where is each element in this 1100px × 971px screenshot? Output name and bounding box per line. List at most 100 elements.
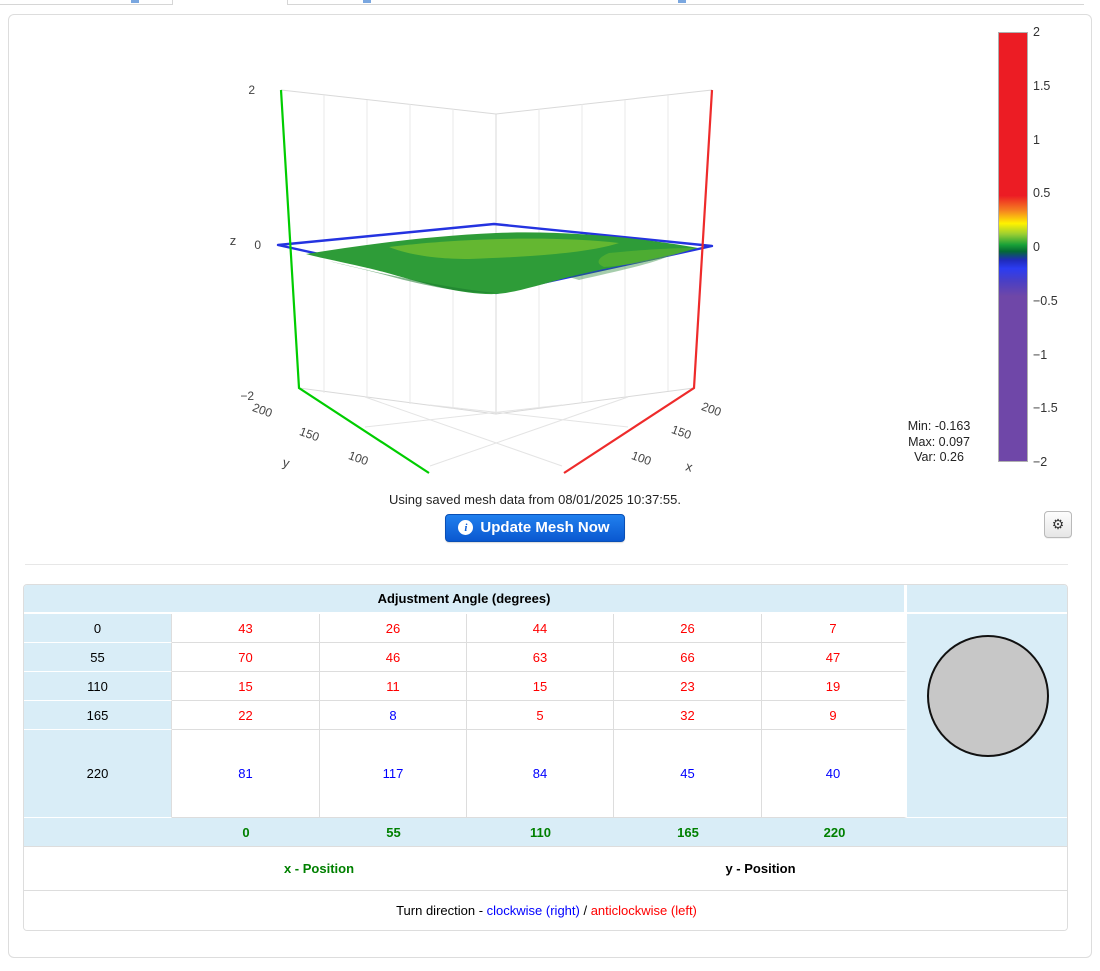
x-position-label: x - Position (24, 847, 614, 891)
stat-max: Max: 0.097 (908, 434, 970, 449)
x-tick: 100 (630, 448, 654, 468)
z-tick: 2 (248, 83, 255, 97)
angle-cell: 11 (320, 672, 467, 701)
z-tick: 0 (254, 238, 261, 252)
table-row: 0 43 26 44 26 7 (24, 614, 1067, 818)
active-tab-left-border (172, 0, 173, 5)
info-icon: i (458, 520, 474, 535)
adjustment-angle-table-wrap: Adjustment Angle (degrees) 0 43 26 44 26… (23, 584, 1068, 931)
turn-direction-separator: / (579, 903, 591, 918)
angle-cell: 15 (172, 672, 320, 701)
angle-cell: 9 (762, 701, 907, 730)
turn-direction-prefix: Turn direction - (396, 903, 487, 918)
colorbar-tick: 0 (1033, 240, 1040, 254)
adjustment-angle-table: Adjustment Angle (degrees) 0 43 26 44 26… (24, 585, 1067, 930)
row-label: 55 (24, 643, 172, 672)
colorbar-tick: −1.5 (1033, 401, 1058, 416)
angle-cell: 66 (614, 643, 762, 672)
col-label: 110 (467, 818, 614, 847)
clockwise-label: clockwise (right) (486, 903, 580, 918)
tab-fragment[interactable] (678, 0, 686, 3)
tab-fragment[interactable] (131, 0, 139, 3)
section-divider (25, 564, 1068, 565)
colorbar-tick: 0.5 (1033, 186, 1051, 201)
angle-cell: 81 (172, 730, 320, 818)
table-title-right-cell (907, 585, 1067, 614)
gear-icon: ⚙ (1051, 516, 1065, 532)
y-position-label: y - Position (614, 847, 907, 891)
angle-cell: 5 (467, 701, 614, 730)
row-label: 110 (24, 672, 172, 701)
angle-cell: 26 (320, 614, 467, 643)
mesh-surface (306, 232, 698, 295)
x-axis-title: x (684, 459, 695, 475)
colorbar-tick: −2 (1033, 455, 1048, 469)
x-axis-line (563, 89, 714, 474)
colorbar-tick: 1.5 (1033, 78, 1051, 93)
colorbar-tick: 2 (1033, 25, 1040, 39)
angle-cell: 22 (172, 701, 320, 730)
y-tick: 200 (251, 400, 275, 420)
anticlockwise-label: anticlockwise (left) (590, 903, 697, 918)
x-tick: 150 (670, 422, 694, 442)
mesh-stats: Min: -0.163 Max: 0.097 Var: 0.26 (887, 419, 991, 466)
angle-cell: 43 (172, 614, 320, 643)
angle-cell: 7 (762, 614, 907, 643)
colorbar-tick: −1 (1033, 347, 1048, 362)
angle-cell: 26 (614, 614, 762, 643)
stat-min: Min: -0.163 (907, 419, 971, 433)
table-row: 55 70 46 63 66 47 (24, 643, 1067, 672)
update-mesh-button-label: Update Mesh Now (480, 519, 610, 536)
mesh-caption: Using saved mesh data from 08/01/2025 10… (389, 492, 681, 507)
col-label: 165 (614, 818, 762, 847)
angle-cell: 15 (467, 672, 614, 701)
y-tick: 100 (347, 448, 371, 468)
row-label: 220 (24, 730, 172, 818)
angle-cell: 23 (614, 672, 762, 701)
table-row: 110 15 11 15 23 19 (24, 672, 1067, 701)
mesh-panel: 2 0 −2 z 200 150 100 y 200 150 100 x 2 1.… (8, 14, 1092, 958)
angle-cell: 84 (467, 730, 614, 818)
angle-cell: 47 (762, 643, 907, 672)
axis-position-row: x - Position y - Position (24, 847, 1067, 891)
x-tick: 200 (700, 399, 724, 419)
direction-indicator-cell (907, 614, 1067, 818)
colorbar-tick: −0.5 (1033, 293, 1058, 308)
angle-cell: 40 (762, 730, 907, 818)
colorbar-ticks: 2 1.5 1 0.5 0 −0.5 −1 −1.5 −2 (1033, 15, 1093, 475)
angle-cell: 32 (614, 701, 762, 730)
angle-cell: 70 (172, 643, 320, 672)
table-row: 220 81 117 84 45 40 (24, 730, 1067, 818)
y-axis-title: y (281, 455, 292, 471)
surface-plot-area: 2 0 −2 z 200 150 100 y 200 150 100 x 2 1.… (9, 15, 1091, 564)
angle-cell: 8 (320, 701, 467, 730)
surface-plot-canvas[interactable]: 2 0 −2 z 200 150 100 y 200 150 100 x (9, 15, 1091, 564)
col-label: 220 (762, 818, 907, 847)
position-empty-cell (907, 847, 1067, 891)
settings-button[interactable]: ⚙ (1044, 511, 1072, 538)
angle-cell: 45 (614, 730, 762, 818)
footer-empty-cell (24, 818, 172, 847)
footer-right-cell (907, 818, 1067, 847)
col-label: 0 (172, 818, 320, 847)
turn-direction-row: Turn direction - clockwise (right) / ant… (24, 891, 1067, 930)
angle-cell: 63 (467, 643, 614, 672)
y-axis-line (279, 89, 430, 474)
z-axis-title: z (230, 233, 237, 248)
row-label: 165 (24, 701, 172, 730)
colorbar (998, 32, 1028, 462)
update-mesh-button[interactable]: i Update Mesh Now (445, 514, 625, 542)
tab-fragment[interactable] (363, 0, 371, 3)
stat-var: Var: 0.26 (914, 450, 964, 464)
table-title: Adjustment Angle (degrees) (24, 585, 907, 614)
angle-cell: 117 (320, 730, 467, 818)
colorbar-tick: 1 (1033, 132, 1040, 147)
table-footer-row: 0 55 110 165 220 (24, 818, 1067, 847)
table-row: 165 22 8 5 32 9 (24, 701, 1067, 730)
angle-cell: 46 (320, 643, 467, 672)
tab-bar (0, 0, 1100, 5)
direction-indicator-circle (927, 634, 1049, 757)
row-label: 0 (24, 614, 172, 643)
tab-bar-border-right (287, 4, 1084, 5)
angle-cell: 44 (467, 614, 614, 643)
